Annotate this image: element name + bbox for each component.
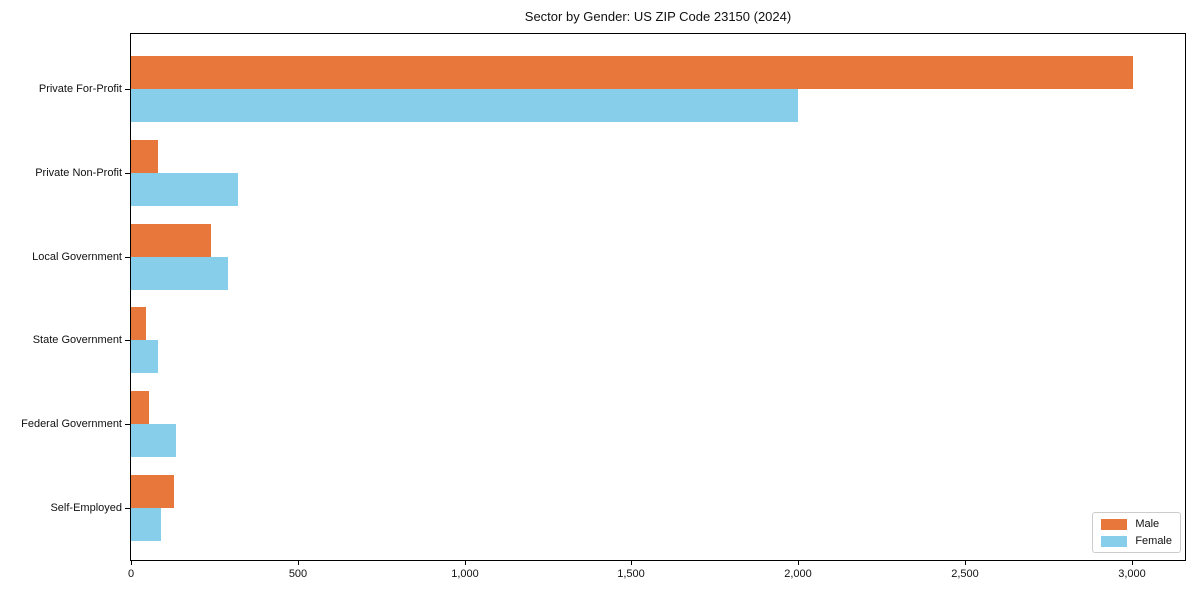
ytick-label-self-employed: Self-Employed [50,502,122,514]
ytick-label-local-government: Local Government [32,250,122,263]
legend-swatch-male [1101,518,1128,530]
ytick-mark-federal-government [125,424,130,426]
ytick-mark-private-for-profit [125,89,130,90]
ytick-label-state-government: State Government [32,334,122,347]
bar-male-local-government [131,223,211,257]
plot-area: Male Female [130,33,1186,561]
ytick-mark-local-government [125,256,130,258]
xtick-label-3,000: 3,000 [1118,568,1146,580]
ytick-mark-self-employed [125,508,130,509]
legend-label-female: Female [1135,535,1172,547]
xtick-mark-1,500 [631,561,632,565]
bar-group-private-non-profit [131,139,238,206]
bar-male-private-non-profit [131,139,158,173]
xtick-label-0: 0 [127,568,135,580]
bar-female-federal-government [131,424,176,458]
xtick-label-1,500: 1,500 [617,568,645,580]
bar-male-private-for-profit [131,56,1133,89]
bar-group-federal-government [131,391,176,458]
ytick-label-private-non-profit: Private Non-Profit [35,166,122,179]
bar-female-self-employed [131,508,161,541]
ytick-mark-private-non-profit [125,172,130,174]
bar-group-self-employed [131,475,174,541]
bar-female-private-for-profit [131,89,798,122]
bar-group-state-government [131,307,158,374]
legend-entry-female: Female [1101,535,1172,547]
xtick-label-1,000: 1,000 [451,568,479,580]
bar-male-self-employed [131,475,174,508]
bar-group-private-for-profit [131,56,1133,122]
xtick-mark-500 [298,561,299,565]
ytick-label-federal-government: Federal Government [21,418,122,431]
chart-title: Sector by Gender: US ZIP Code 23150 (202… [524,9,792,24]
xtick-mark-2,500 [965,561,966,565]
xtick-label-2,000: 2,000 [784,568,812,580]
xtick-label-2,500: 2,500 [951,568,979,580]
bar-male-federal-government [131,391,149,425]
xtick-mark-3,000 [1132,561,1133,565]
legend-swatch-female [1101,535,1128,547]
bar-female-local-government [131,256,228,290]
bar-female-state-government [131,340,158,374]
legend: Male Female [1092,512,1181,553]
xtick-label-500: 500 [288,568,308,580]
ytick-label-private-for-profit: Private For-Profit [38,83,122,95]
bar-female-private-non-profit [131,172,238,206]
xtick-mark-2,000 [798,561,799,565]
legend-entry-male: Male [1101,518,1172,530]
xtick-mark-1,000 [465,561,466,565]
ytick-mark-state-government [125,340,130,342]
xtick-mark-0 [131,561,132,565]
bar-male-state-government [131,307,146,341]
legend-label-male: Male [1135,518,1160,530]
bar-group-local-government [131,223,228,290]
